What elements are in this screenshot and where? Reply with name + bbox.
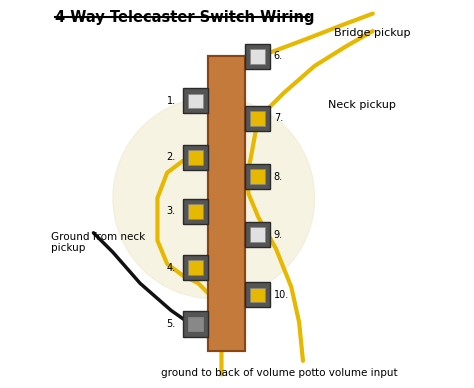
- Bar: [245, 222, 270, 248]
- Bar: [250, 49, 265, 64]
- Text: 6.: 6.: [274, 51, 283, 61]
- Text: 4 Way Telecaster Switch Wiring: 4 Way Telecaster Switch Wiring: [55, 10, 314, 25]
- Bar: [250, 288, 265, 302]
- Bar: [182, 199, 208, 224]
- Text: Bridge pickup: Bridge pickup: [334, 28, 410, 38]
- Text: 10.: 10.: [274, 290, 289, 300]
- Bar: [188, 94, 203, 108]
- Circle shape: [113, 97, 315, 299]
- Text: 9.: 9.: [274, 230, 283, 240]
- Text: 3.: 3.: [166, 206, 176, 217]
- Bar: [182, 311, 208, 336]
- Text: 8.: 8.: [274, 171, 283, 182]
- Text: 5.: 5.: [166, 319, 176, 329]
- Bar: [245, 106, 270, 131]
- Text: ground to back of volume pot: ground to back of volume pot: [161, 368, 316, 378]
- Bar: [182, 255, 208, 280]
- Text: 7.: 7.: [274, 113, 283, 123]
- Text: 2.: 2.: [166, 152, 176, 162]
- Bar: [250, 169, 265, 184]
- Text: Neck pickup: Neck pickup: [328, 100, 396, 110]
- Bar: [182, 145, 208, 170]
- Bar: [182, 88, 208, 113]
- Bar: [188, 150, 203, 165]
- Bar: [250, 111, 265, 126]
- Bar: [250, 227, 265, 242]
- Bar: [245, 282, 270, 307]
- Bar: [208, 56, 245, 351]
- Text: Ground from neck
pickup: Ground from neck pickup: [51, 232, 145, 253]
- Bar: [188, 204, 203, 219]
- Text: 1.: 1.: [166, 96, 176, 106]
- Text: 4.: 4.: [166, 263, 176, 273]
- Bar: [188, 260, 203, 275]
- Bar: [245, 44, 270, 69]
- Text: to volume input: to volume input: [315, 368, 397, 378]
- Bar: [208, 56, 245, 351]
- Bar: [245, 164, 270, 189]
- Bar: [188, 317, 203, 331]
